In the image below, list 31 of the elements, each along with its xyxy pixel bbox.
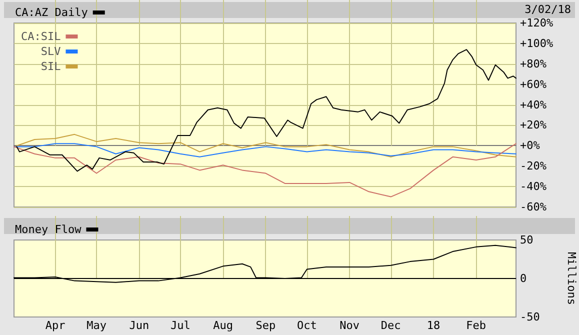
x-tick-label: Apr: [45, 319, 66, 332]
legend-label: CA:AZ Daily: [14, 6, 88, 19]
legend-label: Money Flow: [14, 223, 82, 236]
legend-label: CA:SIL: [20, 30, 62, 43]
text: 3/02/18: [524, 3, 571, 16]
x-tick-label: May: [86, 319, 107, 332]
y-tick-label: +0%: [520, 139, 540, 152]
y-tick-label: +120%: [520, 16, 554, 30]
y-tick-label: 50: [520, 234, 534, 246]
legend-label: SLV: [40, 45, 62, 58]
x-tick-label: Sep: [256, 319, 276, 332]
y-tick-label: -50: [520, 310, 540, 324]
y-tick-label: 0: [520, 272, 527, 285]
x-tick-label: Jul: [170, 319, 190, 332]
y-tick-label: +60%: [520, 78, 547, 91]
x-tick-label: Jun: [129, 319, 150, 332]
x-tick-label: Dec: [380, 319, 401, 332]
x-tick-label: Oct: [297, 319, 317, 332]
y-axis-title: Millions: [565, 252, 578, 305]
legend-label: SIL: [40, 60, 62, 73]
y-tick-label: +40%: [520, 98, 547, 112]
x-tick-label: Nov: [340, 319, 360, 332]
y-tick-label: -20%: [520, 160, 547, 173]
x-tick-label: Feb: [466, 319, 486, 332]
x-tick-label: 18: [426, 319, 440, 332]
y-tick-label: +80%: [520, 57, 547, 70]
x-tick-label: Aug: [213, 319, 233, 332]
y-tick-label: -60%: [520, 200, 547, 214]
y-tick-label: +100%: [520, 36, 554, 50]
y-tick-label: -40%: [520, 180, 547, 194]
y-tick-label: +20%: [520, 118, 547, 132]
